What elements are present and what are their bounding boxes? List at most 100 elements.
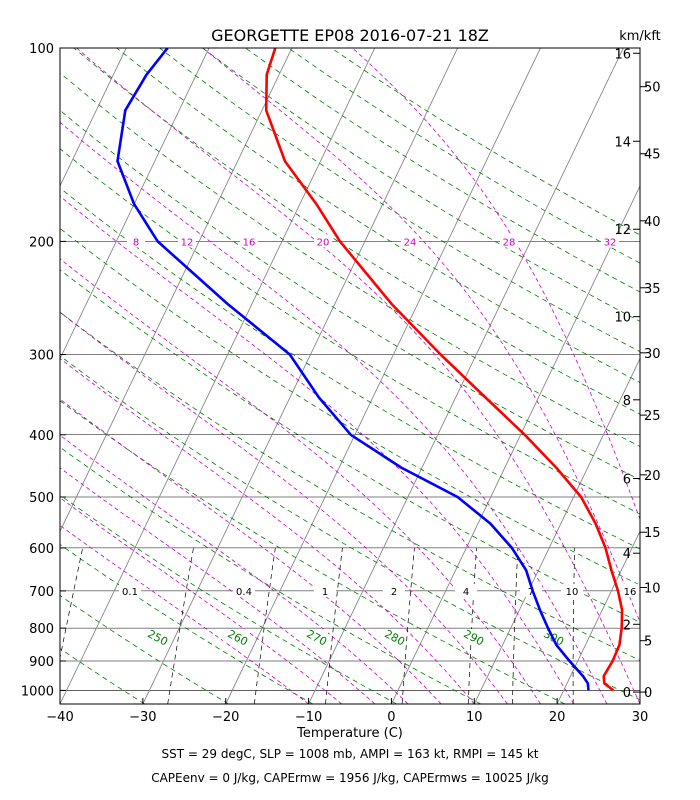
mixing-ratio-label: 0.1: [122, 587, 138, 598]
mixing-ratio-label-bg: [383, 583, 405, 597]
profiles: [116, 48, 624, 692]
km-tick-label: 16: [614, 47, 631, 62]
mixing-ratio-line: [572, 547, 576, 704]
isotherm: [556, 530, 640, 704]
x-tick-label: −10: [295, 710, 322, 725]
plot-frame: [59, 47, 641, 705]
kft-tick-label: 20: [644, 469, 661, 484]
moist-adiabat: [60, 358, 475, 704]
p-tick-label: 100: [29, 42, 54, 57]
km-tick-label: 6: [623, 473, 631, 488]
km-tick-label: 8: [623, 394, 631, 409]
annotation-line-1: SST = 29 degC, SLP = 1008 mb, AMPI = 163…: [161, 747, 538, 761]
moist-adiabat: [60, 258, 541, 704]
x-tick-label: 10: [466, 710, 483, 725]
dry-adiabat-label-bg: [459, 629, 485, 643]
kft-tick-label: 50: [644, 81, 661, 96]
moist-adiabat-label-bg: [601, 234, 619, 248]
dry-adiabat: [202, 48, 640, 322]
dry-adiabat: [60, 187, 640, 550]
dry-adiabat: [60, 494, 397, 704]
kft-tick-label: 15: [644, 526, 661, 541]
p-tick-label: 900: [29, 655, 54, 670]
dry-adiabat-label-bg: [380, 629, 406, 643]
mixing-ratio-label: 2: [391, 587, 397, 598]
isotherm: [639, 702, 640, 704]
x-tick-label: −40: [46, 710, 73, 725]
dewpoint-profile: [116, 48, 590, 691]
moist-adiabat: [60, 497, 342, 704]
p-tick-label: 300: [29, 348, 54, 363]
x-tick-label: 20: [549, 710, 566, 725]
km-tick-label: 12: [614, 223, 631, 238]
isotherm: [473, 357, 640, 704]
kft-tick-label: 0: [644, 686, 652, 701]
moist-adiabat: [60, 195, 575, 704]
moist-adiabat: [202, 48, 640, 623]
dry-adiabat: [60, 148, 640, 515]
moist-adiabat-label: 16: [243, 237, 256, 248]
temperature-profile: [264, 48, 624, 692]
p-tick-label: 200: [29, 235, 54, 250]
dry-adiabat: [60, 109, 640, 481]
background-lines: [60, 48, 640, 704]
annotation-line-2: CAPEenv = 0 J/kg, CAPErmw = 1956 J/kg, C…: [151, 771, 549, 785]
dry-adiabat: [60, 446, 481, 704]
mixing-ratio-line: [60, 547, 84, 660]
mixing-ratio-label-bg: [233, 583, 255, 597]
mixing-ratio-label: 0.4: [236, 587, 252, 598]
dry-adiabat: [60, 269, 640, 623]
p-tick-label: 700: [29, 585, 54, 600]
x-tick-label: −30: [129, 710, 156, 725]
isotherm: [60, 48, 210, 360]
mixing-ratio-label-bg: [455, 583, 477, 597]
moist-adiabat-label-bg: [178, 234, 196, 248]
kft-tick-label: 25: [644, 409, 661, 424]
mixing-ratio-label-bg: [520, 583, 542, 597]
mixing-ratio-line: [401, 547, 415, 704]
moist-adiabat: [60, 398, 442, 704]
moist-adiabat-label: 32: [604, 237, 617, 248]
mixing-ratio-label-bg: [119, 583, 141, 597]
km-tick-label: 4: [623, 547, 631, 562]
mixing-ratio-label-bg: [619, 583, 640, 597]
isotherm: [60, 48, 293, 533]
isotherm: [308, 48, 624, 704]
mixing-ratio-label-bg: [314, 583, 336, 597]
mixing-ratio-line: [467, 547, 477, 704]
dry-adiabat: [60, 311, 640, 661]
p-tick-label: 1000: [21, 684, 54, 699]
isotherm: [391, 184, 640, 704]
moist-adiabat-label-bg: [127, 234, 145, 248]
mixing-ratio-line: [253, 547, 276, 704]
dry-adiabat: [60, 648, 145, 704]
kft-tick-label: 10: [644, 581, 661, 596]
moist-adiabat: [60, 467, 376, 704]
mixing-ratio-label-bg: [561, 583, 583, 597]
kft-tick-label: 30: [644, 347, 661, 362]
x-axis-label: Temperature (C): [296, 726, 403, 741]
right-axis-label: km/kft: [619, 29, 661, 44]
dry-adiabat: [60, 543, 313, 704]
km-tick-label: 2: [623, 618, 631, 633]
moist-adiabat-label-bg: [500, 234, 518, 248]
dry-adiabat-label-bg: [143, 629, 169, 643]
dry-adiabat: [60, 72, 640, 447]
dry-adiabat: [60, 703, 61, 704]
dry-adiabat: [60, 595, 229, 704]
dry-adiabat: [288, 48, 640, 264]
kft-tick-label: 40: [644, 215, 661, 230]
moist-adiabat-label-bg: [240, 234, 258, 248]
moist-adiabat: [352, 48, 640, 521]
moist-adiabat-label: 8: [133, 237, 139, 248]
p-tick-label: 500: [29, 491, 54, 506]
dry-adiabat: [60, 400, 565, 704]
moist-adiabat-label-bg: [401, 234, 419, 248]
p-tick-label: 800: [29, 622, 54, 637]
mixing-ratio-line: [325, 547, 343, 704]
moist-adiabat-label: 24: [404, 237, 417, 248]
moist-adiabat: [60, 434, 409, 704]
mixing-ratio-label: 7: [528, 587, 534, 598]
